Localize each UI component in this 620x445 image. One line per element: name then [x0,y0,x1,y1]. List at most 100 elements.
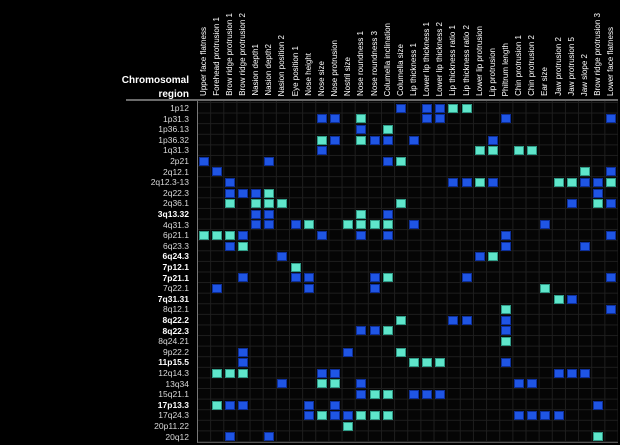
heatmap-grid [197,101,618,443]
heatmap-cell-cyan [277,199,288,209]
heatmap-cell-cyan [553,294,564,304]
heatmap-cell-blue [501,315,512,325]
row-label: 2q36.1 [163,198,189,209]
heatmap-cell-blue [593,178,604,187]
heatmap-cell-cyan [211,368,222,378]
heatmap-cell-blue [606,167,617,177]
heatmap-cell-blue [303,273,314,283]
row-label: 17q24.3 [158,410,189,421]
row-label: 8q12.1 [163,304,189,315]
column-label: Jaw protrusion 5 [566,37,576,96]
column-label: Brow ridge protrusion 2 [238,13,248,96]
row-label: 11p15.5 [158,357,189,368]
heatmap-cell-blue [224,178,235,187]
heatmap-cell-cyan [527,146,538,156]
heatmap-cell-cyan [566,178,577,187]
heatmap-cell-blue [316,146,327,156]
heatmap-cell-blue [343,411,354,421]
column-label: Upper face flatness [198,27,208,96]
heatmap-cell-blue [264,156,275,166]
heatmap-cell-cyan [316,411,327,421]
heatmap-cell-blue [303,400,314,410]
row-label: 6p21.1 [163,230,189,241]
column-label: Nasion depth1 [251,44,261,96]
header-divider [126,99,618,101]
row-label: 20p11.22 [154,421,189,431]
heatmap-cell-blue [369,326,380,336]
heatmap-cell-blue [330,135,341,145]
heatmap-cell-cyan [395,156,406,166]
heatmap-cell-blue [356,390,367,399]
heatmap-cell-blue [356,125,367,134]
heatmap-cell-blue [303,284,314,293]
row-label: 2q12.3-13 [150,177,189,188]
heatmap-cell-blue [514,411,525,421]
heatmap-cell-cyan [369,411,380,421]
heatmap-cell-blue [501,326,512,336]
heatmap-cell-blue [356,379,367,389]
heatmap-cell-cyan [606,178,617,187]
column-label: Eye position 1 [290,45,300,96]
heatmap-cell-cyan [238,241,249,251]
heatmap-cell-cyan [303,220,314,230]
column-label: Philtrum length [501,42,511,96]
row-label: 7q22.1 [163,283,189,294]
heatmap-cell-blue [435,390,446,399]
heatmap-cell-blue [593,188,604,198]
heatmap-cell-blue [514,379,525,389]
heatmap-cell-cyan [395,315,406,325]
column-label: Nasion depth2 [264,44,274,96]
row-label: 8q22.2 [162,315,189,325]
column-label: Brow ridge protrusion 3 [593,13,603,96]
row-label: 1p31.3 [163,113,189,124]
heatmap-cell-blue [487,178,498,187]
heatmap-cell-blue [501,231,512,240]
heatmap-cell-blue [330,368,341,378]
column-label: Nose size [316,60,326,96]
heatmap-cell-blue [290,273,301,283]
heatmap-cell-blue [606,199,617,209]
heatmap-cell-cyan [382,220,393,230]
heatmap-cell-blue [606,114,617,124]
row-label: 13q34 [165,378,189,389]
heatmap-cell-cyan [264,188,275,198]
column-label: Lip thickness ratio 2 [461,25,471,96]
heatmap-cell-cyan [251,199,262,209]
column-label: Ear size [540,67,550,96]
heatmap-cell-cyan [579,167,590,177]
heatmap-cell-blue [501,241,512,251]
heatmap-cell-blue [264,220,275,230]
column-label: Nose height [303,53,313,96]
column-label: Forehead protrusion 1 [211,17,221,96]
heatmap-cell-cyan [330,379,341,389]
heatmap-cell-cyan [474,178,485,187]
column-label: Nose roundness 1 [356,31,366,96]
heatmap-cell-cyan [514,146,525,156]
heatmap-cell-cyan [382,390,393,399]
row-label: 1p36.13 [158,124,189,135]
heatmap-cell-blue [408,220,419,230]
heatmap-cell-blue [382,156,393,166]
heatmap-cell-blue [395,103,406,113]
row-label: 8q24.21 [158,336,189,347]
heatmap-cell-cyan [224,368,235,378]
heatmap-cell-cyan [395,199,406,209]
heatmap-cell-blue [487,135,498,145]
heatmap-cell-cyan [448,103,459,113]
heatmap-cell-blue [448,178,459,187]
column-label: Chin protrusion 2 [527,35,537,96]
heatmap-cell-blue [435,103,446,113]
heatmap-cell-blue [356,326,367,336]
heatmap-cell-blue [316,231,327,240]
column-label: Columella size [395,43,405,96]
heatmap-cell-blue [382,209,393,219]
heatmap-cell-cyan [487,252,498,262]
heatmap-cell-blue [593,400,604,410]
heatmap-cell-blue [316,368,327,378]
heatmap-cell-cyan [316,379,327,389]
heatmap-cell-cyan [540,284,551,293]
heatmap-cell-blue [330,411,341,421]
heatmap-cell-blue [422,390,433,399]
row-label: 6q23.3 [163,240,189,251]
heatmap-cell-blue [461,178,472,187]
